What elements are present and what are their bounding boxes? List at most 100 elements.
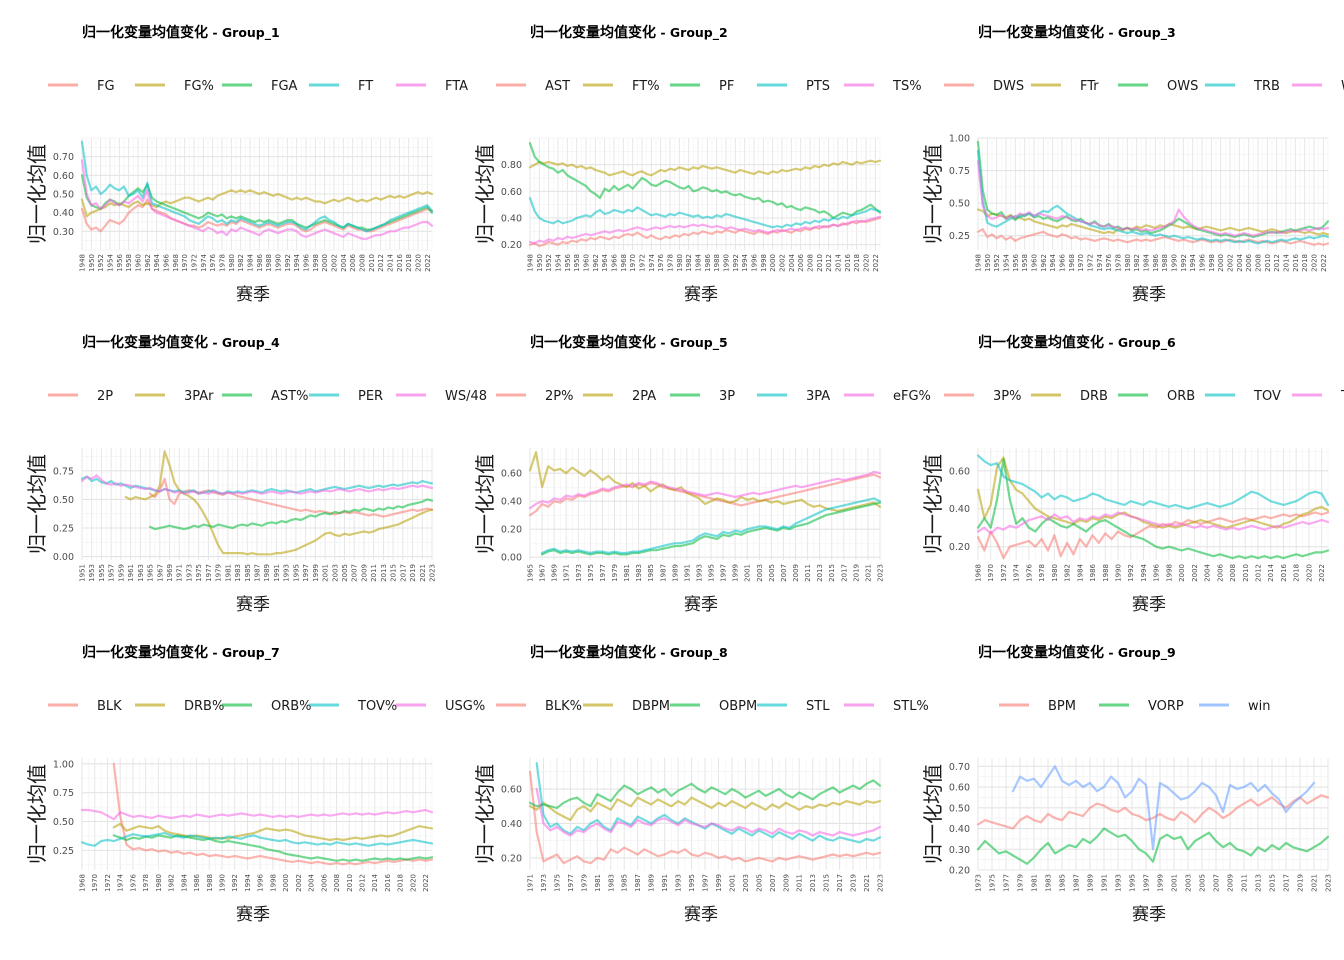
x-tick-label: 1996 xyxy=(303,253,311,271)
x-tick-label: 1972 xyxy=(1000,564,1008,582)
legend-label: AST xyxy=(545,79,570,94)
x-tick-label: 1996 xyxy=(257,873,265,891)
chart-title-group: - Group_7 xyxy=(208,645,280,660)
x-tick-label: 1978 xyxy=(1115,254,1123,272)
x-tick-label: 1973 xyxy=(575,564,583,582)
chart-title: 归一化变量均值变化 - Group_4 xyxy=(82,332,280,352)
x-tick-label: 1987 xyxy=(659,564,667,582)
x-tick-label: 2015 xyxy=(1269,874,1277,892)
x-tick-label: 1992 xyxy=(284,254,292,272)
x-tick-label: 1977 xyxy=(567,874,575,892)
x-tick-label: 1958 xyxy=(125,254,133,272)
y-axis-label: 归一化均值 xyxy=(25,144,49,244)
y-tick-label: 0.40 xyxy=(501,214,522,225)
x-tick-label: 2006 xyxy=(349,253,357,271)
x-tick-label: 2000 xyxy=(1178,564,1186,582)
x-tick-label: 1952 xyxy=(993,254,1001,272)
series-line-ftr xyxy=(976,208,1330,236)
chart-title: 归一化变量均值变化 - Group_6 xyxy=(978,332,1176,352)
x-axis-label: 赛季 xyxy=(1132,904,1166,925)
x-tick-label: 1982 xyxy=(685,254,693,272)
x-tick-label: 1975 xyxy=(553,874,561,892)
x-tick-label: 1964 xyxy=(1049,253,1057,271)
x-tick-label: 2012 xyxy=(359,874,367,892)
x-tick-label: 1948 xyxy=(975,254,983,272)
x-tick-label: 2000 xyxy=(1217,254,1225,272)
x-tick-label: 1972 xyxy=(191,254,199,272)
x-tick-label: 1984 xyxy=(247,253,255,271)
legend-label: 2PA xyxy=(632,389,656,404)
x-tick-label: 1973 xyxy=(975,874,983,892)
x-axis-label: 赛季 xyxy=(236,904,270,925)
y-tick-label: 0.80 xyxy=(501,160,522,171)
x-tick-label: 1954 xyxy=(555,253,563,271)
x-tick-label: 1993 xyxy=(1115,874,1123,892)
x-tick-label: 1977 xyxy=(205,564,213,582)
x-tick-label: 1968 xyxy=(620,254,628,272)
legend-label: DRB% xyxy=(184,699,224,714)
y-axis-label: 归一化均值 xyxy=(25,764,49,864)
chart-title-main: 归一化变量均值变化 xyxy=(978,25,1104,41)
grid xyxy=(977,137,1329,250)
x-tick-label: 2003 xyxy=(1185,874,1193,892)
y-tick-label: 0.20 xyxy=(501,525,522,536)
x-axis-label: 赛季 xyxy=(1132,284,1166,305)
series-line-blk- xyxy=(528,770,882,865)
x-tick-label: 2007 xyxy=(351,564,359,582)
x-tick-label: 1988 xyxy=(1161,254,1169,272)
x-tick-label: 2001 xyxy=(728,874,736,892)
x-tick-label: 2014 xyxy=(1283,253,1291,271)
x-tick-label: 2018 xyxy=(853,254,861,272)
x-tick-label: 2016 xyxy=(1280,563,1288,581)
x-tick-label: 1980 xyxy=(676,254,684,272)
x-tick-label: 1990 xyxy=(1171,254,1179,272)
x-tick-label: 1989 xyxy=(648,874,656,892)
x-tick-label: 1974 xyxy=(117,873,125,891)
x-tick-label: 1975 xyxy=(989,874,997,892)
chart-title: 归一化变量均值变化 - Group_8 xyxy=(530,642,728,662)
x-tick-label: 1990 xyxy=(723,254,731,272)
x-tick-label: 1976 xyxy=(1025,563,1033,581)
x-tick-label: 1992 xyxy=(231,874,239,892)
series-line-drb- xyxy=(112,822,434,842)
x-tick-label: 1964 xyxy=(153,253,161,271)
x-tick-label: 1950 xyxy=(984,254,992,272)
x-tick-label: 1998 xyxy=(269,874,277,892)
x-tick-label: 2003 xyxy=(756,564,764,582)
x-tick-label: 1999 xyxy=(732,564,740,582)
x-tick-label: 1963 xyxy=(137,564,145,582)
x-tick-label: 1974 xyxy=(648,253,656,271)
x-tick-label: 1987 xyxy=(254,564,262,582)
x-tick-label: 1991 xyxy=(683,564,691,582)
x-tick-label: 2014 xyxy=(1267,563,1275,581)
x-tick-label: 1995 xyxy=(1129,874,1137,892)
x-tick-label: 1991 xyxy=(661,874,669,892)
x-tick-label: 2013 xyxy=(809,874,817,892)
x-tick-label: 1957 xyxy=(108,564,116,582)
x-tick-label: 1994 xyxy=(244,873,252,891)
legend-label: TRB xyxy=(1253,79,1280,94)
x-tick-label: 1992 xyxy=(732,254,740,272)
y-tick-label: 1.00 xyxy=(53,759,74,770)
x-tick-label: 2009 xyxy=(1227,874,1235,892)
x-tick-label: 2017 xyxy=(840,564,848,582)
x-tick-label: 1970 xyxy=(91,874,99,892)
legend-label: WS xyxy=(1341,79,1344,94)
x-tick-label: 1997 xyxy=(702,874,710,892)
chart-title-group: - Group_8 xyxy=(656,645,728,660)
x-tick-label: 1981 xyxy=(594,874,602,892)
series-line-drb xyxy=(976,456,1330,529)
x-tick-label: 1996 xyxy=(751,253,759,271)
x-tick-label: 1998 xyxy=(1165,564,1173,582)
x-tick-label: 1948 xyxy=(79,254,87,272)
series-line-blk xyxy=(112,762,434,866)
legend-label: FTr xyxy=(1080,79,1099,94)
x-tick-label: 2023 xyxy=(877,874,885,892)
y-axis-label: 归一化均值 xyxy=(921,144,945,244)
x-tick-label: 1981 xyxy=(224,564,232,582)
x-tick-label: 2020 xyxy=(409,874,417,892)
x-tick-label: 1995 xyxy=(292,564,300,582)
legend-label: TS% xyxy=(1340,389,1344,404)
x-tick-label: 1987 xyxy=(1073,874,1081,892)
x-tick-label: 1954 xyxy=(1003,253,1011,271)
